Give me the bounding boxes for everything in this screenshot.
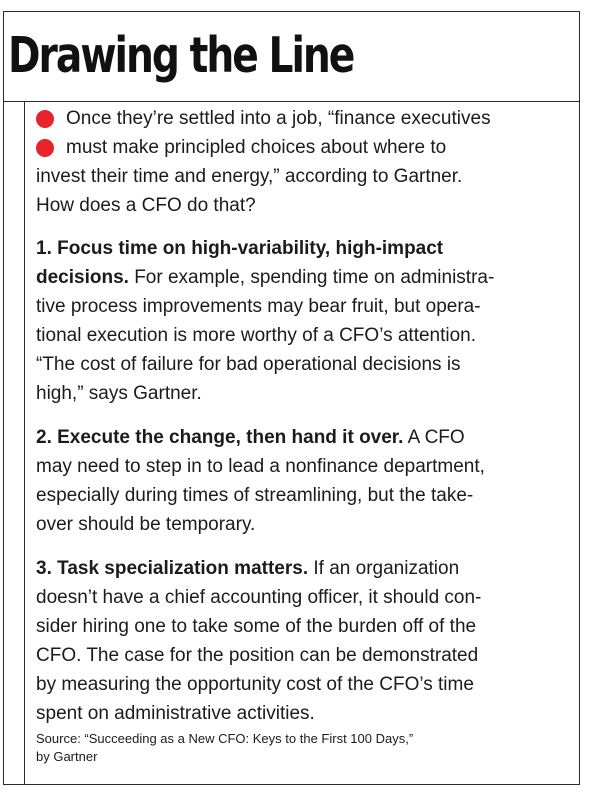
section-line: CFO. The case for the position can be de… [36, 645, 479, 666]
source-line: by Gartner [36, 749, 98, 764]
section-1: 1. Focus time on high-variability, high-… [36, 234, 570, 408]
article-frame [3, 11, 580, 785]
section-3: 3. Task specialization matters. If an or… [36, 554, 570, 728]
section-text: A CFO [403, 427, 465, 448]
section-text: For example, spending time on administra… [128, 267, 495, 288]
intro-line: Once they’re settled into a job, “financ… [66, 108, 491, 129]
section-line: 3. Task specialization matters. If an or… [36, 554, 570, 583]
source-credit: Source: “Succeeding as a New CFO: Keys t… [36, 730, 413, 766]
article-body: Once they’re settled into a job, “financ… [36, 104, 570, 743]
section-2: 2. Execute the change, then hand it over… [36, 423, 570, 539]
section-line: doesn’t have a chief accounting officer,… [36, 587, 482, 608]
section-line: 2. Execute the change, then hand it over… [36, 423, 570, 452]
section-heading: 2. Execute the change, then hand it over… [36, 427, 404, 448]
intro-paragraph: Once they’re settled into a job, “financ… [36, 104, 570, 220]
intro-line: invest their time and energy,” according… [36, 166, 463, 187]
section-line: high,” says Gartner. [36, 383, 202, 404]
section-line: over should be temporary. [36, 514, 256, 535]
section-line: tional execution is more worthy of a CFO… [36, 325, 477, 346]
section-line: sider hiring one to take some of the bur… [36, 616, 477, 637]
section-heading: decisions. [36, 267, 129, 288]
title-divider [3, 101, 580, 102]
left-margin-rule [24, 101, 25, 785]
section-line: “The cost of failure for bad operational… [36, 354, 461, 375]
red-bullet-icon [36, 110, 54, 128]
source-line: Source: “Succeeding as a New CFO: Keys t… [36, 731, 414, 746]
section-line: especially during times of streamlining,… [36, 485, 474, 506]
section-line: by measuring the opportunity cost of the… [36, 674, 474, 695]
section-line: may need to step in to lead a nonfinance… [36, 456, 485, 477]
article-title: Drawing the Line [8, 27, 355, 84]
section-line: 1. Focus time on high-variability, high-… [36, 234, 570, 263]
section-line: decisions. For example, spending time on… [36, 263, 570, 292]
red-bullet-icon [36, 139, 54, 157]
section-heading: 1. Focus time on high-variability, high-… [36, 238, 444, 259]
intro-line: must make principled choices about where… [66, 137, 447, 158]
section-text: If an organization [308, 558, 460, 579]
intro-line: How does a CFO do that? [36, 195, 256, 216]
section-line: tive process improvements may bear fruit… [36, 296, 481, 317]
section-line: spent on administrative activities. [36, 703, 315, 724]
section-heading: 3. Task specialization matters. [36, 558, 309, 579]
